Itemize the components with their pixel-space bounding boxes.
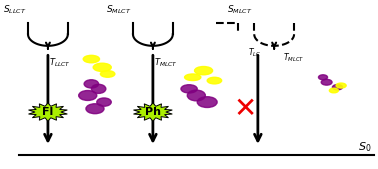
Text: $T_{LC}$: $T_{LC}$ [248, 46, 261, 59]
Polygon shape [28, 103, 67, 121]
Ellipse shape [187, 90, 205, 101]
Polygon shape [133, 103, 172, 121]
Text: $S_{LLCT}$: $S_{LLCT}$ [3, 4, 26, 16]
Ellipse shape [195, 67, 212, 75]
Text: $T_{MLCT}$: $T_{MLCT}$ [154, 56, 178, 69]
Text: Ph: Ph [145, 107, 161, 117]
Text: $S_0$: $S_0$ [358, 140, 372, 154]
Ellipse shape [181, 85, 197, 93]
Text: Fl: Fl [42, 107, 54, 117]
Ellipse shape [332, 84, 342, 90]
Ellipse shape [91, 84, 106, 93]
Ellipse shape [84, 80, 99, 88]
Text: $T_{MLCT}$: $T_{MLCT}$ [283, 51, 305, 64]
Text: $S_{MLCT}$: $S_{MLCT}$ [227, 4, 253, 16]
Ellipse shape [93, 63, 111, 71]
Ellipse shape [101, 71, 115, 77]
Ellipse shape [97, 98, 111, 106]
Text: ✕: ✕ [234, 95, 257, 123]
Ellipse shape [321, 79, 332, 85]
Ellipse shape [207, 77, 222, 84]
Ellipse shape [83, 55, 99, 63]
Ellipse shape [79, 91, 97, 100]
Ellipse shape [197, 97, 217, 107]
Text: $T_{LLCT}$: $T_{LLCT}$ [50, 56, 71, 69]
Ellipse shape [184, 74, 201, 81]
Ellipse shape [329, 88, 338, 93]
Text: $S_{MLCT}$: $S_{MLCT}$ [106, 4, 131, 16]
Ellipse shape [336, 83, 346, 88]
Ellipse shape [86, 104, 104, 114]
Ellipse shape [319, 75, 327, 80]
